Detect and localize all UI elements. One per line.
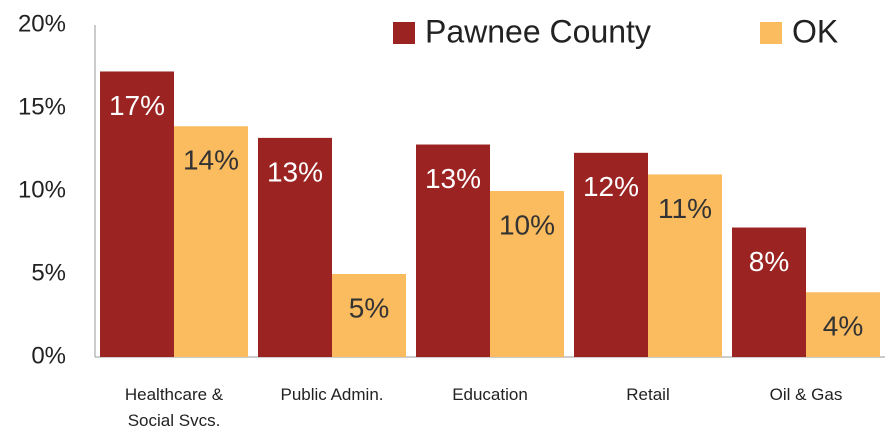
bar xyxy=(648,174,722,357)
bar xyxy=(332,274,406,357)
legend-label: OK xyxy=(792,13,838,49)
y-tick-label: 5% xyxy=(31,259,66,286)
data-label: 13% xyxy=(425,163,481,194)
data-label: 12% xyxy=(583,171,639,202)
x-tick-label: Public Admin. xyxy=(280,385,384,404)
y-tick-label: 10% xyxy=(18,176,66,203)
data-label: 4% xyxy=(823,311,863,342)
data-label: 14% xyxy=(183,145,239,176)
y-tick-label: 0% xyxy=(31,342,66,369)
x-tick-label: Healthcare & Social Svcs. xyxy=(124,385,224,430)
bar xyxy=(174,126,248,357)
legend-swatch xyxy=(393,22,415,44)
legend-label: Pawnee County xyxy=(425,13,651,49)
data-label: 17% xyxy=(109,90,165,121)
bar xyxy=(258,137,332,357)
data-label: 8% xyxy=(749,246,789,277)
x-tick-label: Retail xyxy=(626,385,670,404)
y-tick-label: 20% xyxy=(18,10,66,37)
bar xyxy=(490,191,564,357)
legend-swatch xyxy=(760,22,782,44)
data-label: 11% xyxy=(658,193,712,224)
data-label: 5% xyxy=(349,292,389,323)
x-tick-label: Education xyxy=(452,385,528,404)
bar xyxy=(732,227,806,357)
data-label: 13% xyxy=(267,156,323,187)
bar xyxy=(416,144,490,357)
x-tick-label: Oil & Gas xyxy=(769,385,843,404)
y-tick-label: 15% xyxy=(18,93,66,120)
bar xyxy=(806,292,880,357)
bar xyxy=(100,71,174,357)
data-label: 10% xyxy=(499,209,555,240)
bar xyxy=(574,152,648,357)
